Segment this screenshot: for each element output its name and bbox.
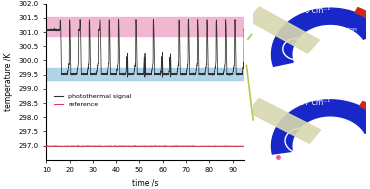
Polygon shape <box>360 101 370 126</box>
Text: 1307 cm⁻¹: 1307 cm⁻¹ <box>290 98 330 107</box>
Text: 1306 cm⁻¹: 1306 cm⁻¹ <box>290 6 330 15</box>
X-axis label: time /s: time /s <box>132 179 158 188</box>
Text: emission: emission <box>330 27 358 32</box>
Bar <box>46 68 244 80</box>
Text: gas cell: gas cell <box>300 68 324 73</box>
Polygon shape <box>248 98 320 143</box>
Legend: photothermal signal, reference: photothermal signal, reference <box>51 91 134 110</box>
Y-axis label: temperature /K: temperature /K <box>4 53 13 111</box>
Polygon shape <box>272 100 370 154</box>
Bar <box>46 17 244 36</box>
Text: gas cell: gas cell <box>303 161 327 166</box>
Polygon shape <box>272 8 370 66</box>
Polygon shape <box>355 8 370 31</box>
Polygon shape <box>248 7 319 53</box>
